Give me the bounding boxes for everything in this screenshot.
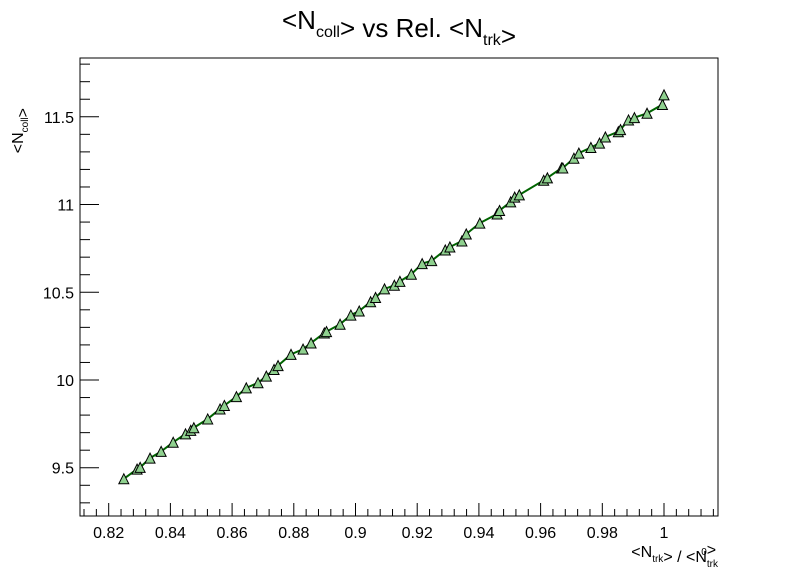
data-point xyxy=(628,111,641,124)
x-tick-label: 0.94 xyxy=(463,525,494,542)
data-point xyxy=(599,130,612,143)
data-point xyxy=(201,412,214,425)
y-axis-title: <Ncoll> xyxy=(10,108,32,153)
data-point xyxy=(573,146,585,159)
data-point xyxy=(167,436,179,448)
x-tick-label: 0.82 xyxy=(93,525,124,542)
y-tick-label: 9.5 xyxy=(52,461,74,478)
plot-frame xyxy=(79,57,719,517)
data-point xyxy=(456,234,468,247)
data-point xyxy=(641,107,653,119)
data-point xyxy=(425,254,438,267)
data-point xyxy=(230,390,243,403)
data-point xyxy=(155,445,167,457)
data-point xyxy=(188,421,200,434)
data-point xyxy=(513,188,526,201)
y-tick-label: 10.5 xyxy=(43,285,74,302)
y-tick-label: 11 xyxy=(57,198,74,215)
data-point xyxy=(252,376,264,389)
data-point xyxy=(394,275,406,287)
data-point xyxy=(493,204,506,216)
x-tick-label: 0.98 xyxy=(587,525,618,542)
data-point xyxy=(117,472,130,485)
data-point xyxy=(656,98,669,111)
x-tick-label: 0.86 xyxy=(217,525,248,542)
data-point xyxy=(218,399,231,411)
data-point xyxy=(297,343,309,355)
data-point xyxy=(260,370,273,382)
data-point xyxy=(593,136,606,149)
data-point xyxy=(460,227,473,240)
data-point xyxy=(557,161,569,174)
data-point xyxy=(416,257,428,270)
data-point xyxy=(134,461,146,473)
data-point xyxy=(405,268,418,280)
data-point xyxy=(320,325,333,338)
x-tick-label: 0.9 xyxy=(344,525,366,542)
x-tick-label: 0.92 xyxy=(402,525,433,542)
y-tick-label: 10 xyxy=(56,373,74,390)
data-point xyxy=(285,348,297,360)
data-point xyxy=(444,240,456,253)
data-point xyxy=(144,451,156,464)
x-tick-label: 1 xyxy=(660,525,669,542)
data-point xyxy=(378,282,391,295)
data-point xyxy=(334,318,346,330)
tick-labels: 0.82 0.84 0.86 0.88 0.9 0.92 0.94 0.96 0.98 1 9.5 1… xyxy=(43,110,669,542)
axis-ticks xyxy=(80,63,714,516)
marker-group xyxy=(117,88,670,485)
chart-title: <Ncoll> vs Rel. <Ntrk> xyxy=(282,5,516,51)
data-point xyxy=(541,171,554,184)
data-point xyxy=(305,336,317,349)
plot-area-border xyxy=(79,57,719,517)
data-point xyxy=(658,88,670,101)
data-point xyxy=(474,217,486,229)
x-tick-label: 0.88 xyxy=(278,525,309,542)
data-point xyxy=(240,381,253,394)
data-point xyxy=(272,359,284,372)
x-tick-label: 0.84 xyxy=(155,525,186,542)
x-axis-title: <Ntrk> / <Ntrk0> xyxy=(631,542,719,570)
data-point xyxy=(614,123,627,136)
x-tick-label: 0.96 xyxy=(525,525,556,542)
data-point xyxy=(345,308,357,321)
data-point xyxy=(353,304,366,317)
data-point xyxy=(585,141,597,153)
data-point xyxy=(369,291,382,304)
y-tick-label: 11.5 xyxy=(44,110,74,127)
